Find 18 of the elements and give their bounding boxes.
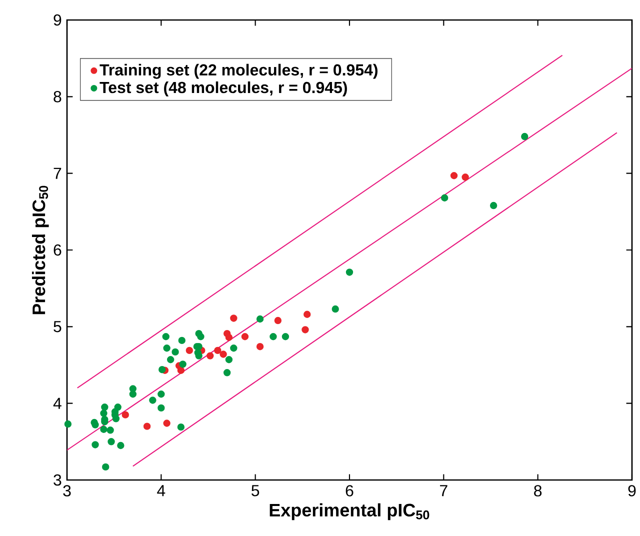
y-tick-label: 6 <box>54 244 62 256</box>
y-tick-label: 3 <box>54 474 62 486</box>
y-axis-title: Predicted pIC$_{50}$ <box>32 186 49 314</box>
y-tick-label: 9 <box>54 14 62 26</box>
legend-label: Test set (48 molecules, r = 0.945) <box>100 81 347 96</box>
legend-label: Training set (22 molecules, r = 0.954) <box>100 64 378 79</box>
x-tick-label: 7 <box>440 485 448 496</box>
x-tick-label: 4 <box>157 485 166 496</box>
y-tick-label: 5 <box>54 321 62 332</box>
x-tick-label: 5 <box>252 485 260 496</box>
y-tick-label: 7 <box>54 168 62 179</box>
x-axis-title: Experimental pIC$_{50}$ <box>270 503 430 520</box>
x-tick-label: 8 <box>534 485 542 496</box>
x-tick-label: 9 <box>628 485 636 496</box>
x-tick-label: 3 <box>63 485 71 496</box>
x-tick-label: 6 <box>346 485 354 496</box>
y-tick-label: 4 <box>53 398 62 409</box>
y-tick-label: 8 <box>54 91 62 102</box>
